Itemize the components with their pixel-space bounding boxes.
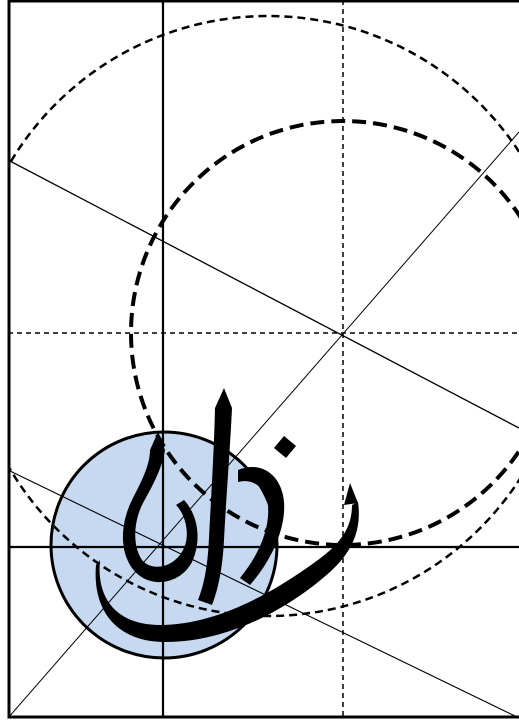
calligraphy-loop-letter	[122, 432, 198, 583]
diagonal-upper-line	[8, 159, 519, 429]
calligraphy-base-stroke	[95, 502, 359, 642]
diagonal-rising-line	[8, 131, 519, 718]
medium-dashed-circle	[129, 119, 519, 547]
calligraphy-artwork	[95, 388, 359, 642]
calligraphy-dot	[274, 436, 296, 458]
diagonal-lower-line	[8, 469, 519, 718]
calligraphy-middle-stroke	[238, 466, 285, 585]
calligraphy-right-tip	[344, 483, 358, 505]
calligraphy-alif-stroke	[198, 388, 232, 605]
large-dashed-circle	[8, 14, 519, 618]
outer-frame	[7, 0, 519, 719]
